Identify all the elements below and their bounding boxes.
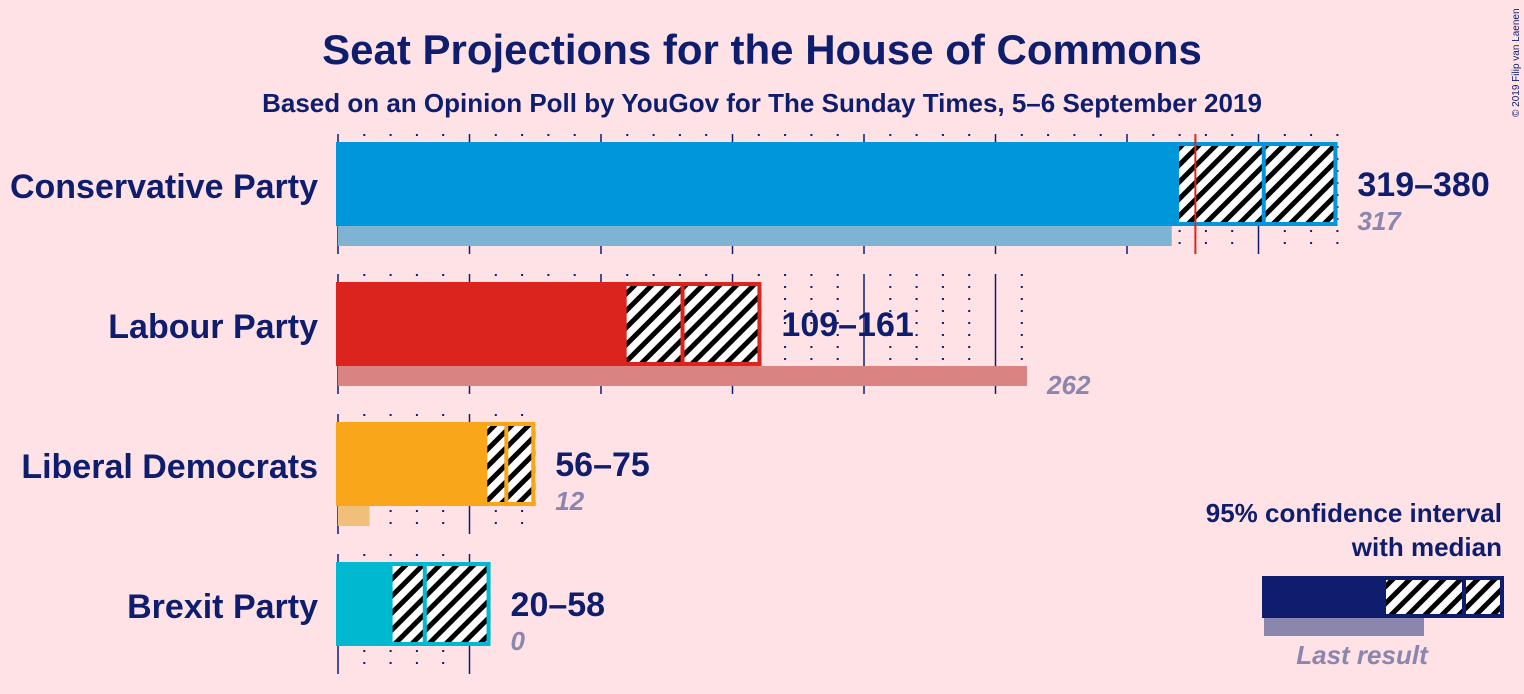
- legend-solid-bar: [1262, 576, 1384, 618]
- chart-legend: 95% confidence interval with median Last…: [1206, 498, 1504, 670]
- last-result-label: 12: [555, 486, 584, 516]
- legend-last-bar: [1264, 618, 1424, 636]
- last-result-bar: [338, 226, 1172, 246]
- ci-upper-band: [506, 422, 536, 506]
- legend-upper-band: [1464, 576, 1504, 618]
- ci-lower-band: [1176, 142, 1264, 226]
- ci-outline: [1174, 142, 1338, 226]
- chart-subtitle: Based on an Opinion Poll by YouGov for T…: [262, 88, 1262, 118]
- party-label: Liberal Democrats: [21, 448, 318, 486]
- ci-lower-band: [485, 422, 507, 506]
- ci-upper-band: [424, 562, 491, 646]
- range-label: 20–58: [511, 586, 606, 624]
- legend-last-result-label: Last result: [1296, 640, 1429, 670]
- ci-outline: [622, 282, 762, 366]
- last-result-bar: [338, 506, 370, 526]
- last-result-bar: [338, 366, 1028, 386]
- projection-bar: [336, 422, 486, 506]
- range-label: 319–380: [1357, 166, 1489, 204]
- legend-median-label: with median: [1351, 532, 1502, 562]
- range-label: 109–161: [781, 306, 913, 344]
- chart-title: Seat Projections for the House of Common…: [322, 26, 1202, 73]
- chart-bars: [336, 134, 1338, 646]
- party-label: Conservative Party: [10, 168, 318, 206]
- ci-outline: [388, 562, 491, 646]
- projection-bar: [336, 562, 391, 646]
- legend-ci-label: 95% confidence interval: [1206, 498, 1502, 528]
- legend-lower-band: [1384, 576, 1464, 618]
- ci-upper-band: [682, 282, 762, 366]
- last-result-label: 0: [511, 626, 526, 656]
- last-result-label: 262: [1046, 370, 1091, 400]
- party-label: Brexit Party: [127, 588, 318, 626]
- range-label: 56–75: [555, 446, 650, 484]
- legend-outline: [1382, 576, 1504, 618]
- ci-lower-band: [624, 282, 683, 366]
- party-label: Labour Party: [108, 308, 318, 346]
- ci-outline: [483, 422, 536, 506]
- ci-lower-band: [390, 562, 425, 646]
- last-result-label: 317: [1357, 206, 1402, 236]
- copyright-note: © 2019 Filip van Laenen: [1511, 8, 1522, 117]
- projection-bar: [336, 282, 625, 366]
- projection-bar: [336, 142, 1177, 226]
- ci-upper-band: [1263, 142, 1338, 226]
